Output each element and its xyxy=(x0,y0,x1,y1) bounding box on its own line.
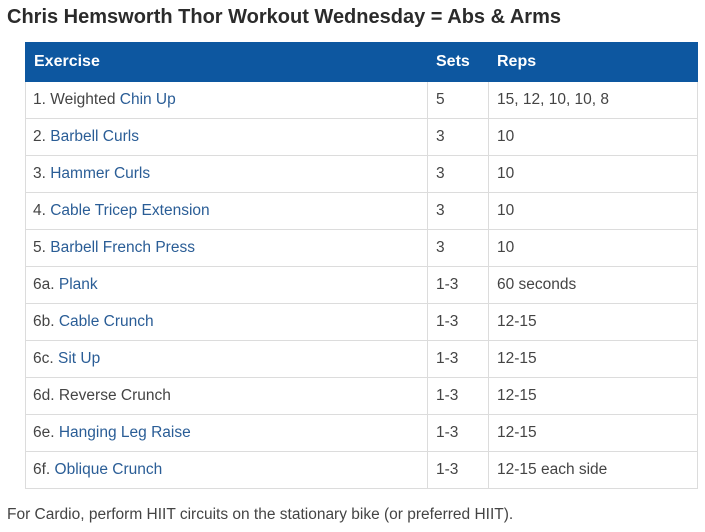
sets-cell: 3 xyxy=(427,118,489,156)
exercise-prefix: 6d. Reverse Crunch xyxy=(33,387,171,404)
exercise-prefix: 6b. xyxy=(33,313,59,330)
table-row: 6b. Cable Crunch 1-3 12-15 xyxy=(25,303,698,341)
exercise-cell: 4. Cable Tricep Extension xyxy=(25,192,428,230)
exercise-prefix: 2. xyxy=(33,128,51,145)
sets-cell: 1-3 xyxy=(427,266,489,304)
table-row: 6a. Plank 1-3 60 seconds xyxy=(25,266,698,304)
table-row: 6d. Reverse Crunch 1-3 12-15 xyxy=(25,377,698,415)
column-header-exercise: Exercise xyxy=(25,42,428,82)
exercise-cell: 6e. Hanging Leg Raise xyxy=(25,414,428,452)
table-header-row: Exercise Sets Reps xyxy=(25,42,698,82)
table-row: 2. Barbell Curls 3 10 xyxy=(25,118,698,156)
exercise-cell: 6f. Oblique Crunch xyxy=(25,451,428,489)
sets-cell: 3 xyxy=(427,155,489,193)
sets-cell: 1-3 xyxy=(427,451,489,489)
exercise-link[interactable]: Cable Crunch xyxy=(58,313,154,330)
reps-cell: 10 xyxy=(488,118,698,156)
table-row: 6f. Oblique Crunch 1-3 12-15 each side xyxy=(25,451,698,489)
sets-cell: 1-3 xyxy=(427,340,489,378)
exercise-prefix: 6f. xyxy=(33,461,55,478)
reps-cell: 12-15 xyxy=(488,377,698,415)
sets-cell: 3 xyxy=(427,192,489,230)
sets-cell: 5 xyxy=(427,81,489,119)
exercise-cell: 2. Barbell Curls xyxy=(25,118,428,156)
exercise-link[interactable]: Plank xyxy=(58,276,98,293)
column-header-sets: Sets xyxy=(427,42,489,82)
table-row: 1. Weighted Chin Up 5 15, 12, 10, 10, 8 xyxy=(25,81,698,119)
exercise-link[interactable]: Sit Up xyxy=(57,350,101,367)
table-row: 3. Hammer Curls 3 10 xyxy=(25,155,698,193)
page-title: Chris Hemsworth Thor Workout Wednesday =… xyxy=(7,6,561,28)
exercise-cell: 6d. Reverse Crunch xyxy=(25,377,428,415)
exercise-cell: 5. Barbell French Press xyxy=(25,229,428,267)
reps-cell: 10 xyxy=(488,192,698,230)
exercise-cell: 6a. Plank xyxy=(25,266,428,304)
sets-cell: 1-3 xyxy=(427,414,489,452)
exercise-prefix: 6a. xyxy=(33,276,59,293)
exercise-link[interactable]: Barbell French Press xyxy=(50,239,195,256)
exercise-prefix: 3. xyxy=(33,165,51,182)
exercise-link[interactable]: Chin Up xyxy=(119,91,176,108)
exercise-cell: 6c. Sit Up xyxy=(25,340,428,378)
reps-cell: 60 seconds xyxy=(488,266,698,304)
cardio-note: For Cardio, perform HIIT circuits on the… xyxy=(7,506,514,523)
table-row: 5. Barbell French Press 3 10 xyxy=(25,229,698,267)
sets-cell: 3 xyxy=(427,229,489,267)
exercise-link[interactable]: Cable Tricep Extension xyxy=(50,202,210,219)
table-row: 4. Cable Tricep Extension 3 10 xyxy=(25,192,698,230)
exercise-link[interactable]: Oblique Crunch xyxy=(54,461,163,478)
sets-cell: 1-3 xyxy=(427,303,489,341)
workout-table: Exercise Sets Reps 1. Weighted Chin Up 5 1… xyxy=(25,42,698,489)
exercise-prefix: 1. Weighted xyxy=(33,91,120,108)
reps-cell: 15, 12, 10, 10, 8 xyxy=(488,81,698,119)
column-header-reps: Reps xyxy=(488,42,698,82)
exercise-prefix: 5. xyxy=(33,239,51,256)
exercise-prefix: 4. xyxy=(33,202,51,219)
exercise-prefix: 6e. xyxy=(33,424,59,441)
reps-cell: 10 xyxy=(488,155,698,193)
table-row: 6e. Hanging Leg Raise 1-3 12-15 xyxy=(25,414,698,452)
exercise-link[interactable]: Hammer Curls xyxy=(50,165,151,182)
reps-cell: 10 xyxy=(488,229,698,267)
exercise-link[interactable]: Barbell Curls xyxy=(50,128,139,145)
exercise-prefix: 6c. xyxy=(33,350,58,367)
reps-cell: 12-15 xyxy=(488,303,698,341)
exercise-cell: 6b. Cable Crunch xyxy=(25,303,428,341)
table-row: 6c. Sit Up 1-3 12-15 xyxy=(25,340,698,378)
exercise-link[interactable]: Hanging Leg Raise xyxy=(58,424,191,441)
reps-cell: 12-15 each side xyxy=(488,451,698,489)
exercise-cell: 1. Weighted Chin Up xyxy=(25,81,428,119)
reps-cell: 12-15 xyxy=(488,340,698,378)
exercise-cell: 3. Hammer Curls xyxy=(25,155,428,193)
reps-cell: 12-15 xyxy=(488,414,698,452)
sets-cell: 1-3 xyxy=(427,377,489,415)
